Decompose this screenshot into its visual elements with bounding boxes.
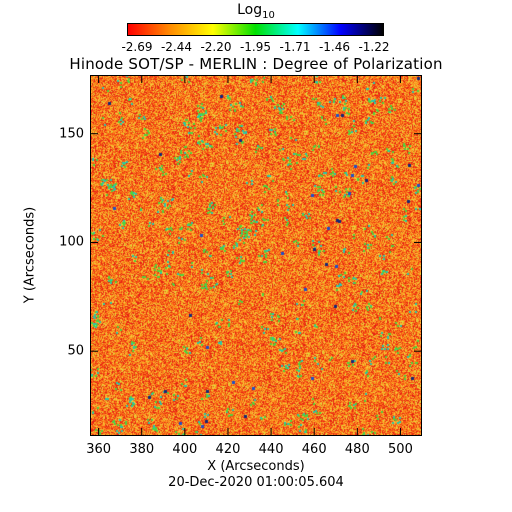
colorbar-tick-label: -1.46 <box>318 40 351 54</box>
x-tick-label: 420 <box>215 442 241 457</box>
x-axis-label: X (Arcseconds) <box>207 459 305 474</box>
colorbar-tick-label: -1.71 <box>279 40 311 54</box>
plot-frame <box>90 75 422 436</box>
colorbar-title-subscript: 10 <box>262 9 275 21</box>
colorbar-tick-label: -1.22 <box>358 40 390 54</box>
x-tick-label: 380 <box>129 442 155 457</box>
x-tick-label: 500 <box>388 442 413 457</box>
plot-title: Hinode SOT/SP - MERLIN : Degree of Polar… <box>69 55 443 73</box>
colorbar-tick-label: -2.20 <box>200 40 232 54</box>
x-tick-label: 400 <box>172 442 198 457</box>
y-tick-label: 150 <box>59 126 84 142</box>
colorbar-tick-label: -2.44 <box>160 40 193 54</box>
colorbar-tick-label: -2.69 <box>121 40 153 54</box>
y-tick-label: 50 <box>67 343 84 359</box>
colorbar <box>127 23 384 36</box>
colorbar-title: Log10 <box>0 2 512 21</box>
x-tick-label: 460 <box>301 442 327 457</box>
timestamp: 20-Dec-2020 01:00:05.604 <box>168 475 344 490</box>
x-tick-label: 360 <box>86 442 112 457</box>
y-axis-label: Y (Arcseconds) <box>22 206 38 304</box>
colorbar-title-text: Log <box>237 2 263 18</box>
x-tick-label: 480 <box>344 442 370 457</box>
polarization-map <box>91 76 421 435</box>
y-tick-label: 100 <box>59 234 84 250</box>
x-tick-label: 440 <box>258 442 284 457</box>
colorbar-tick-label: -1.95 <box>239 40 272 54</box>
